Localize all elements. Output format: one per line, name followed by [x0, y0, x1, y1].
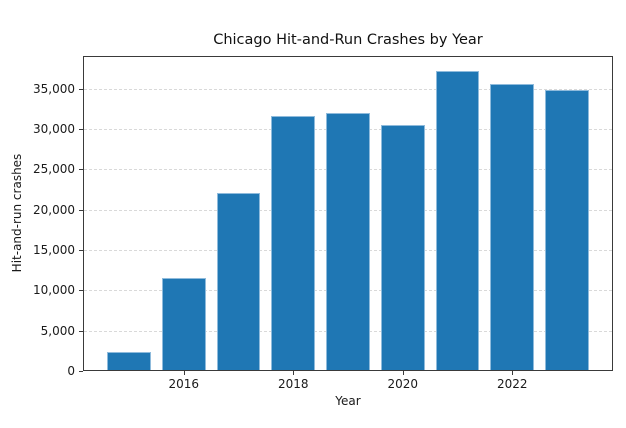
bar-2017 — [216, 192, 261, 371]
bar-2022 — [490, 84, 535, 371]
bar-2019 — [326, 113, 370, 371]
bar-2023 — [545, 89, 589, 371]
y-tick-mark-35000 — [79, 88, 83, 90]
y-tick-label-10000: 10,000 — [33, 283, 75, 298]
y-tick-mark-25000 — [79, 169, 83, 171]
plot-area — [83, 56, 613, 371]
bar-2015 — [107, 352, 151, 371]
y-tick-mark-20000 — [79, 209, 83, 211]
x-tick-mark-2018 — [293, 371, 295, 375]
y-tick-label-0: 0 — [67, 364, 75, 378]
y-tick-mark-15000 — [79, 250, 83, 252]
y-tick-label-35000: 35,000 — [33, 81, 75, 96]
y-tick-label-30000: 30,000 — [33, 122, 75, 137]
gridline-35000 — [84, 88, 612, 90]
y-tick-mark-10000 — [79, 290, 83, 292]
y-tick-label-20000: 20,000 — [33, 202, 75, 217]
chart-title: Chicago Hit-and-Run Crashes by Year — [213, 32, 483, 48]
y-tick-label-15000: 15,000 — [33, 243, 75, 258]
bar-2021 — [435, 71, 480, 371]
bar-2018 — [271, 116, 316, 371]
bar-2020 — [380, 125, 425, 371]
x-tick-label-2022: 2022 — [496, 377, 528, 391]
y-tick-mark-30000 — [79, 129, 83, 131]
y-tick-label-5000: 5,000 — [40, 323, 75, 338]
bar-2016 — [161, 278, 206, 371]
x-axis-label: Year — [335, 394, 361, 408]
y-tick-mark-5000 — [79, 330, 83, 332]
x-tick-label-2020: 2020 — [387, 377, 419, 391]
x-tick-label-2016: 2016 — [168, 377, 199, 391]
x-tick-mark-2020 — [402, 371, 404, 375]
x-tick-label-2018: 2018 — [277, 377, 309, 391]
x-tick-mark-2022 — [512, 371, 514, 375]
x-tick-mark-2016 — [183, 371, 185, 375]
y-tick-label-25000: 25,000 — [33, 162, 75, 177]
y-tick-mark-0 — [79, 371, 83, 372]
